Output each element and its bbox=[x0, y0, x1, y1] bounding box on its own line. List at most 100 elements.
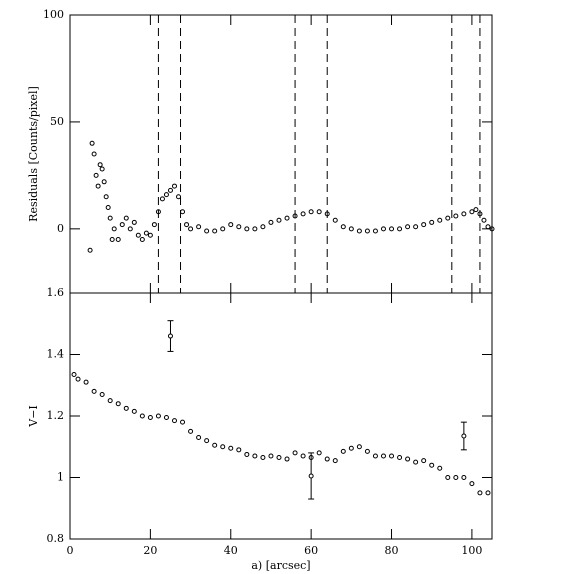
x-axis-label: a) [arcsec] bbox=[251, 559, 310, 572]
y-tick-label: 0 bbox=[57, 222, 64, 235]
data-point bbox=[453, 475, 459, 480]
data-point bbox=[316, 209, 322, 215]
data-point bbox=[139, 237, 145, 243]
y-tick-label: 50 bbox=[50, 115, 64, 128]
data-point bbox=[397, 455, 403, 461]
data-point bbox=[103, 194, 109, 200]
data-point bbox=[155, 413, 161, 419]
x-tick-label: 100 bbox=[461, 544, 482, 557]
data-point bbox=[300, 211, 306, 217]
data-point bbox=[453, 213, 459, 219]
data-point bbox=[372, 453, 378, 459]
data-point bbox=[171, 418, 177, 424]
data-point bbox=[308, 209, 314, 215]
data-point bbox=[244, 226, 250, 232]
data-point bbox=[469, 209, 475, 215]
data-point bbox=[109, 237, 115, 243]
data-point bbox=[268, 219, 274, 225]
data-point bbox=[95, 183, 101, 189]
data-point bbox=[155, 209, 161, 215]
data-point bbox=[405, 224, 411, 230]
data-point bbox=[105, 204, 111, 210]
data-point bbox=[89, 140, 95, 146]
data-point bbox=[389, 226, 395, 232]
data-point bbox=[228, 445, 234, 451]
error-point bbox=[308, 473, 314, 479]
data-point bbox=[324, 211, 330, 217]
data-point bbox=[171, 183, 177, 189]
y-tick-label: 0.8 bbox=[47, 532, 65, 545]
data-point bbox=[244, 451, 250, 457]
data-point bbox=[372, 228, 378, 234]
data-point bbox=[135, 232, 141, 238]
data-point bbox=[300, 453, 306, 459]
data-point bbox=[276, 455, 282, 461]
data-point bbox=[260, 224, 266, 230]
data-point bbox=[445, 475, 451, 480]
data-point bbox=[413, 224, 419, 230]
data-point bbox=[159, 196, 165, 202]
data-point bbox=[204, 438, 210, 444]
data-point bbox=[180, 419, 186, 425]
data-point bbox=[348, 226, 354, 232]
data-point bbox=[260, 455, 266, 461]
data-point bbox=[188, 428, 194, 434]
data-point bbox=[461, 475, 467, 480]
data-point bbox=[380, 453, 386, 459]
data-point bbox=[485, 490, 491, 496]
data-point bbox=[469, 481, 475, 487]
x-tick-label: 60 bbox=[304, 544, 318, 557]
data-point bbox=[228, 222, 234, 228]
data-point bbox=[131, 408, 137, 414]
data-point bbox=[276, 217, 282, 223]
data-point bbox=[176, 194, 182, 200]
x-tick-label: 20 bbox=[143, 544, 157, 557]
data-point bbox=[268, 453, 274, 459]
data-point bbox=[252, 453, 258, 459]
data-point bbox=[196, 435, 202, 441]
data-point bbox=[123, 215, 129, 221]
data-point bbox=[119, 222, 125, 228]
data-point bbox=[356, 228, 362, 234]
data-point bbox=[107, 215, 113, 221]
data-point bbox=[292, 213, 298, 219]
data-point bbox=[212, 228, 218, 234]
data-point bbox=[163, 192, 169, 198]
data-point bbox=[429, 219, 435, 225]
data-point bbox=[340, 448, 346, 454]
data-point bbox=[364, 228, 370, 234]
data-point bbox=[131, 219, 137, 225]
data-point bbox=[364, 448, 370, 454]
data-point bbox=[196, 224, 202, 230]
data-point bbox=[87, 247, 93, 253]
data-point bbox=[437, 217, 443, 223]
x-tick-label: 40 bbox=[224, 544, 238, 557]
data-point bbox=[389, 453, 395, 459]
data-point bbox=[143, 230, 149, 236]
data-point bbox=[139, 413, 145, 419]
data-point bbox=[107, 398, 113, 404]
data-point bbox=[437, 465, 443, 471]
data-point bbox=[332, 458, 338, 464]
data-point bbox=[421, 222, 427, 228]
y-tick-label: 1.4 bbox=[47, 348, 65, 361]
data-point bbox=[473, 207, 479, 213]
data-point bbox=[71, 371, 77, 377]
data-point bbox=[97, 162, 103, 168]
bottom-frame bbox=[69, 292, 493, 540]
data-point bbox=[101, 179, 107, 185]
data-point bbox=[477, 490, 483, 496]
data-point bbox=[163, 415, 169, 421]
x-tick-label: 0 bbox=[67, 544, 74, 557]
data-point bbox=[421, 458, 427, 464]
data-point bbox=[75, 376, 81, 382]
data-point bbox=[180, 209, 186, 215]
data-point bbox=[284, 215, 290, 221]
data-point bbox=[115, 237, 121, 243]
data-point bbox=[111, 226, 117, 232]
data-point bbox=[477, 211, 483, 217]
data-point bbox=[316, 450, 322, 456]
y-axis-label: Residuals [Counts/pixel] bbox=[27, 86, 40, 222]
y-tick-label: 100 bbox=[43, 8, 64, 21]
